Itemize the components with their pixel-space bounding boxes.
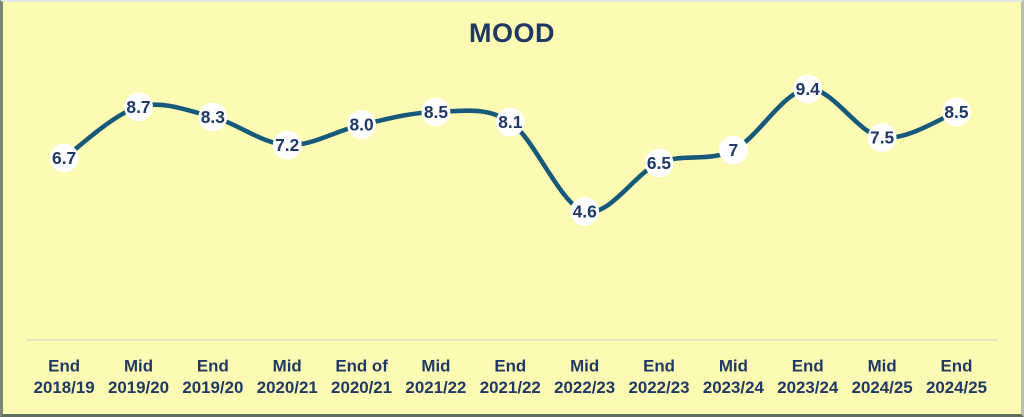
x-axis-label: Mid 2019/20	[108, 357, 169, 398]
data-point-marker	[421, 97, 451, 127]
data-point-marker	[718, 135, 748, 165]
x-axis-label: Mid 2021/22	[405, 357, 466, 398]
x-axis-label: End 2023/24	[777, 357, 839, 398]
x-axis-label: Mid 2020/21	[257, 357, 318, 398]
data-point-label: 7.5	[870, 127, 895, 147]
chart-canvas: 6.7 8.7 8.3 7.2 8.0 8.5 8.1 4.6 6.5 7 9.4 7.5 8.5 End…	[26, 74, 998, 398]
x-axis-label: Mid 2023/24	[703, 357, 765, 398]
x-axis-label: End 2021/22	[480, 357, 541, 398]
data-point-label: 4.6	[573, 201, 598, 221]
data-point-marker	[867, 123, 897, 152]
x-axis-label: End of 2020/21	[331, 357, 392, 398]
x-axis-label: End 2024/25	[926, 357, 987, 398]
data-point-marker	[495, 107, 525, 137]
x-axis-label: Mid 2022/23	[554, 357, 615, 398]
data-point-marker	[793, 74, 823, 104]
data-point-label: 9.4	[796, 79, 821, 99]
data-point-label: 8.5	[944, 102, 969, 122]
chart-title: MOOD	[469, 18, 555, 48]
data-point-marker	[942, 97, 971, 127]
data-point-label: 8.7	[126, 97, 150, 117]
data-point-label: 8.1	[498, 112, 523, 132]
data-point-label: 8.5	[424, 102, 449, 122]
data-point-marker	[272, 130, 302, 160]
x-axis-label: End 2018/19	[34, 357, 95, 398]
data-point-label: 6.5	[647, 153, 672, 173]
data-point-marker	[644, 148, 674, 178]
data-point-marker	[49, 143, 79, 173]
x-axis-label: End 2022/23	[629, 357, 690, 398]
data-point-label: 8.3	[201, 107, 226, 127]
x-axis-label: End 2019/20	[182, 357, 243, 398]
data-point-marker	[198, 102, 228, 132]
data-point-marker	[347, 110, 377, 140]
data-point-label: 7.2	[275, 135, 299, 155]
data-point-marker	[570, 197, 600, 226]
data-point-label: 6.7	[52, 148, 76, 168]
series-line	[61, 86, 959, 215]
data-point-label: 8.0	[350, 115, 374, 135]
x-axis-label: Mid 2024/25	[852, 357, 913, 398]
data-point-marker	[124, 92, 153, 122]
data-point-label: 7	[729, 140, 739, 160]
